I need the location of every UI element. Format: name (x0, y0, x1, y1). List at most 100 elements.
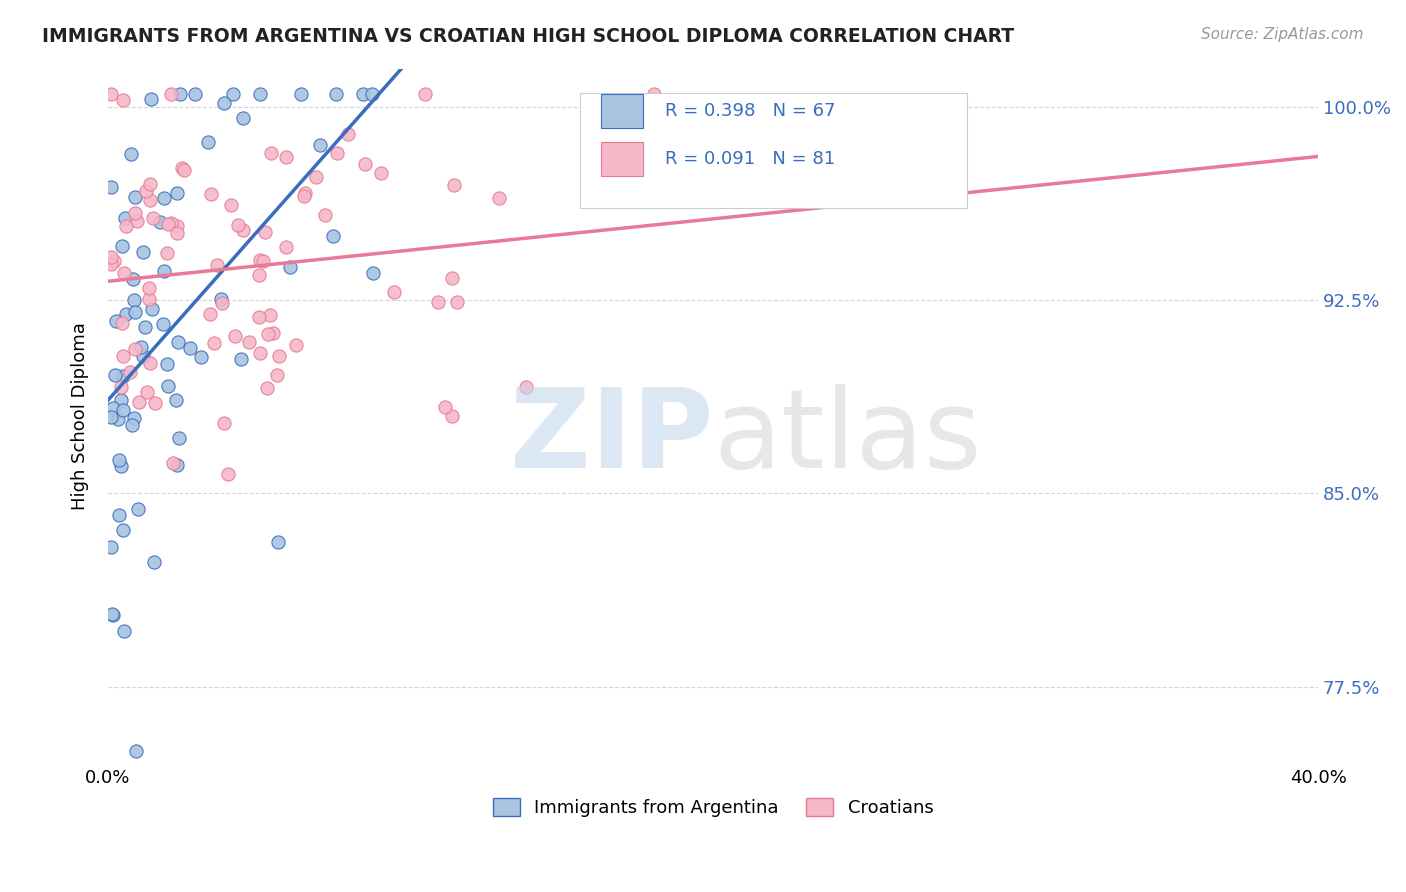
Point (232, 223, 254, 237)
Point (162, 456, 184, 470)
Point (111, 239, 134, 253)
Point (217, 467, 239, 482)
Point (253, 225, 276, 239)
Point (100, 607, 122, 622)
Point (143, 555, 166, 569)
Point (125, 213, 148, 227)
Point (190, 350, 212, 364)
Point (122, 410, 145, 425)
Point (104, 314, 127, 328)
Point (309, 138, 332, 153)
Point (100, 256, 122, 270)
Point (138, 292, 160, 306)
Point (260, 145, 283, 160)
Point (214, 95, 236, 110)
Point (159, 87, 181, 102)
Point (112, 369, 135, 384)
Point (325, 87, 347, 102)
Point (100, 409, 122, 424)
Point (211, 295, 233, 310)
Point (361, 87, 384, 102)
Point (274, 150, 297, 164)
Text: atlas: atlas (713, 384, 981, 491)
Point (143, 396, 166, 410)
Point (278, 260, 301, 274)
Point (256, 327, 278, 342)
Point (336, 127, 359, 141)
Point (149, 215, 172, 229)
Point (267, 535, 290, 549)
Point (124, 304, 146, 318)
Point (110, 392, 132, 407)
Text: ZIP: ZIP (510, 384, 713, 491)
Point (100, 87, 122, 102)
Point (184, 87, 207, 102)
Point (441, 270, 464, 285)
Point (152, 264, 174, 278)
Text: Source: ZipAtlas.com: Source: ZipAtlas.com (1201, 27, 1364, 42)
Point (212, 417, 235, 431)
Point (156, 378, 179, 392)
Point (249, 252, 271, 267)
FancyBboxPatch shape (579, 93, 967, 208)
Point (115, 307, 138, 321)
Point (135, 384, 157, 399)
Legend: Immigrants from Argentina, Croatians: Immigrants from Argentina, Croatians (485, 790, 941, 824)
Point (361, 266, 384, 280)
Point (139, 177, 162, 191)
Point (166, 458, 188, 472)
Point (290, 87, 312, 102)
Point (100, 540, 122, 554)
Point (152, 317, 174, 331)
Point (440, 409, 463, 424)
Point (134, 320, 156, 334)
Point (222, 87, 245, 102)
Point (120, 146, 142, 161)
Point (167, 431, 190, 445)
Point (108, 508, 131, 522)
Point (135, 184, 157, 198)
Point (166, 186, 188, 200)
Point (156, 358, 179, 372)
Point (124, 206, 146, 220)
Point (382, 285, 405, 299)
Point (166, 334, 188, 349)
Point (110, 459, 132, 474)
Point (314, 208, 336, 222)
Point (100, 180, 122, 194)
Point (738, 161, 761, 176)
Point (443, 178, 465, 193)
Point (643, 87, 665, 102)
Point (115, 219, 138, 234)
Point (166, 227, 188, 241)
FancyBboxPatch shape (600, 94, 643, 128)
Point (110, 380, 132, 394)
Point (197, 135, 219, 149)
Point (205, 258, 228, 272)
Point (219, 197, 242, 211)
Point (515, 380, 537, 394)
Point (111, 316, 134, 330)
Point (200, 186, 222, 201)
Point (101, 401, 124, 415)
Point (169, 87, 191, 102)
Point (112, 403, 135, 417)
Point (112, 523, 135, 537)
Point (292, 188, 315, 202)
Point (131, 349, 153, 363)
Point (262, 326, 284, 340)
Point (415, 87, 437, 102)
Point (124, 190, 146, 204)
Point (202, 335, 225, 350)
Point (370, 166, 392, 180)
Point (127, 502, 149, 516)
Point (488, 191, 510, 205)
Point (249, 87, 271, 102)
Point (226, 218, 249, 232)
Point (122, 271, 145, 285)
Point (108, 452, 131, 467)
Point (259, 308, 281, 322)
Point (132, 245, 155, 260)
Point (166, 219, 188, 234)
Point (153, 192, 176, 206)
